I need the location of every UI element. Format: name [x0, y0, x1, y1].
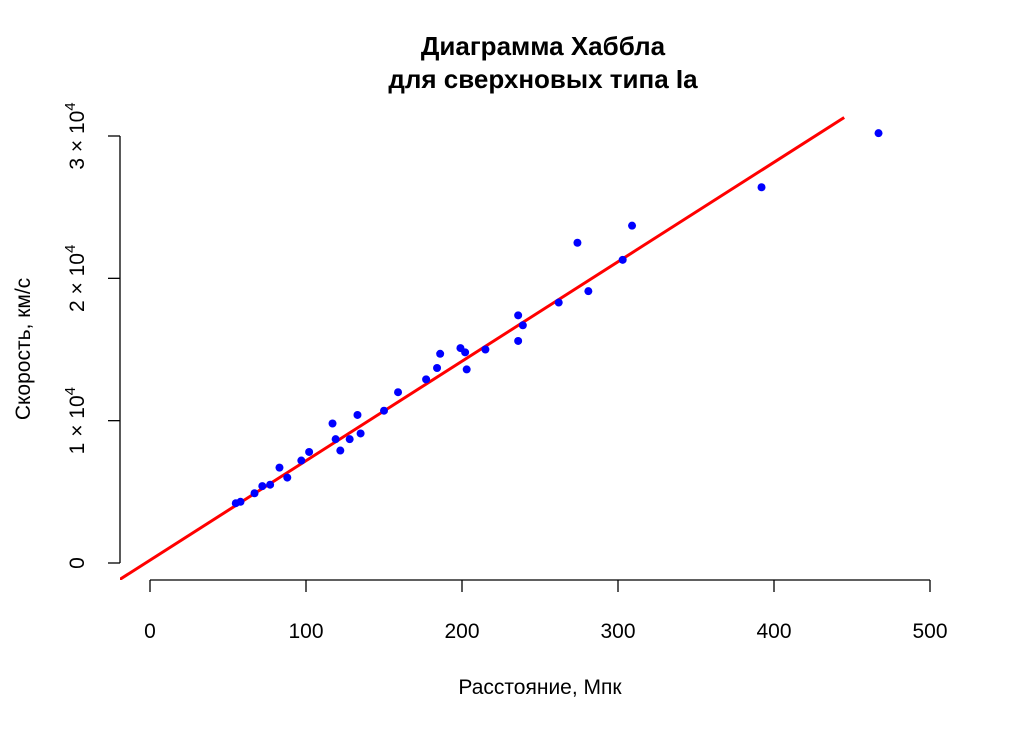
x-tick-label: 500: [912, 620, 947, 643]
data-point: [584, 287, 593, 296]
data-point: [328, 419, 337, 428]
data-point: [461, 348, 470, 357]
data-point: [353, 410, 362, 419]
data-point: [554, 298, 563, 307]
data-point: [345, 435, 354, 444]
data-point: [514, 311, 523, 320]
data-point: [481, 345, 490, 354]
data-point: [258, 482, 267, 491]
y-axis-title: Скорость, км/с: [12, 278, 35, 420]
y-tick-label: 3 × 104: [62, 102, 89, 169]
x-tick-label: 200: [444, 620, 479, 643]
data-point: [874, 129, 883, 138]
data-point: [297, 456, 306, 465]
chart-title-line-2: для сверхновых типа Ia: [388, 64, 698, 94]
y-axis: 0 1 × 104 2 × 104 3 × 104: [62, 102, 121, 569]
data-point: [436, 349, 445, 358]
x-tick-label: 0: [144, 620, 156, 643]
x-tick-label: 100: [288, 620, 323, 643]
y-tick-label: 0: [66, 557, 89, 569]
data-point: [394, 388, 403, 397]
y-tick-exponent: 4: [62, 245, 79, 253]
points-layer: [231, 129, 883, 508]
y-tick-label: 2 × 104: [62, 245, 89, 312]
data-point: [283, 473, 292, 482]
data-point: [250, 489, 259, 498]
data-point: [518, 321, 527, 330]
x-tick-label: 400: [756, 620, 791, 643]
x-axis: 0 100 200 300 400 500: [144, 579, 948, 643]
x-tick-label: 300: [600, 620, 635, 643]
y-tick-label: 1 × 104: [62, 387, 89, 454]
data-point: [422, 375, 431, 384]
data-point: [236, 497, 245, 506]
data-point: [514, 336, 523, 345]
data-point: [380, 406, 388, 415]
data-point: [336, 446, 345, 455]
data-point: [628, 221, 637, 230]
data-point: [618, 255, 627, 264]
data-point: [275, 463, 284, 472]
data-point: [305, 447, 314, 456]
y-tick-exponent: 4: [62, 387, 79, 395]
data-point: [266, 480, 275, 489]
y-tick-exponent: 4: [62, 102, 79, 110]
data-point: [462, 365, 471, 374]
x-axis-title: Расстояние, Мпк: [458, 676, 622, 699]
data-point: [356, 429, 365, 438]
data-point: [331, 435, 340, 444]
data-point: [757, 183, 766, 192]
chart-title-line-1: Диаграмма Хаббла: [421, 31, 666, 61]
data-point: [573, 238, 582, 247]
chart-title: Диаграмма Хаббла для сверхновых типа Ia: [388, 31, 698, 94]
data-point: [433, 364, 442, 373]
